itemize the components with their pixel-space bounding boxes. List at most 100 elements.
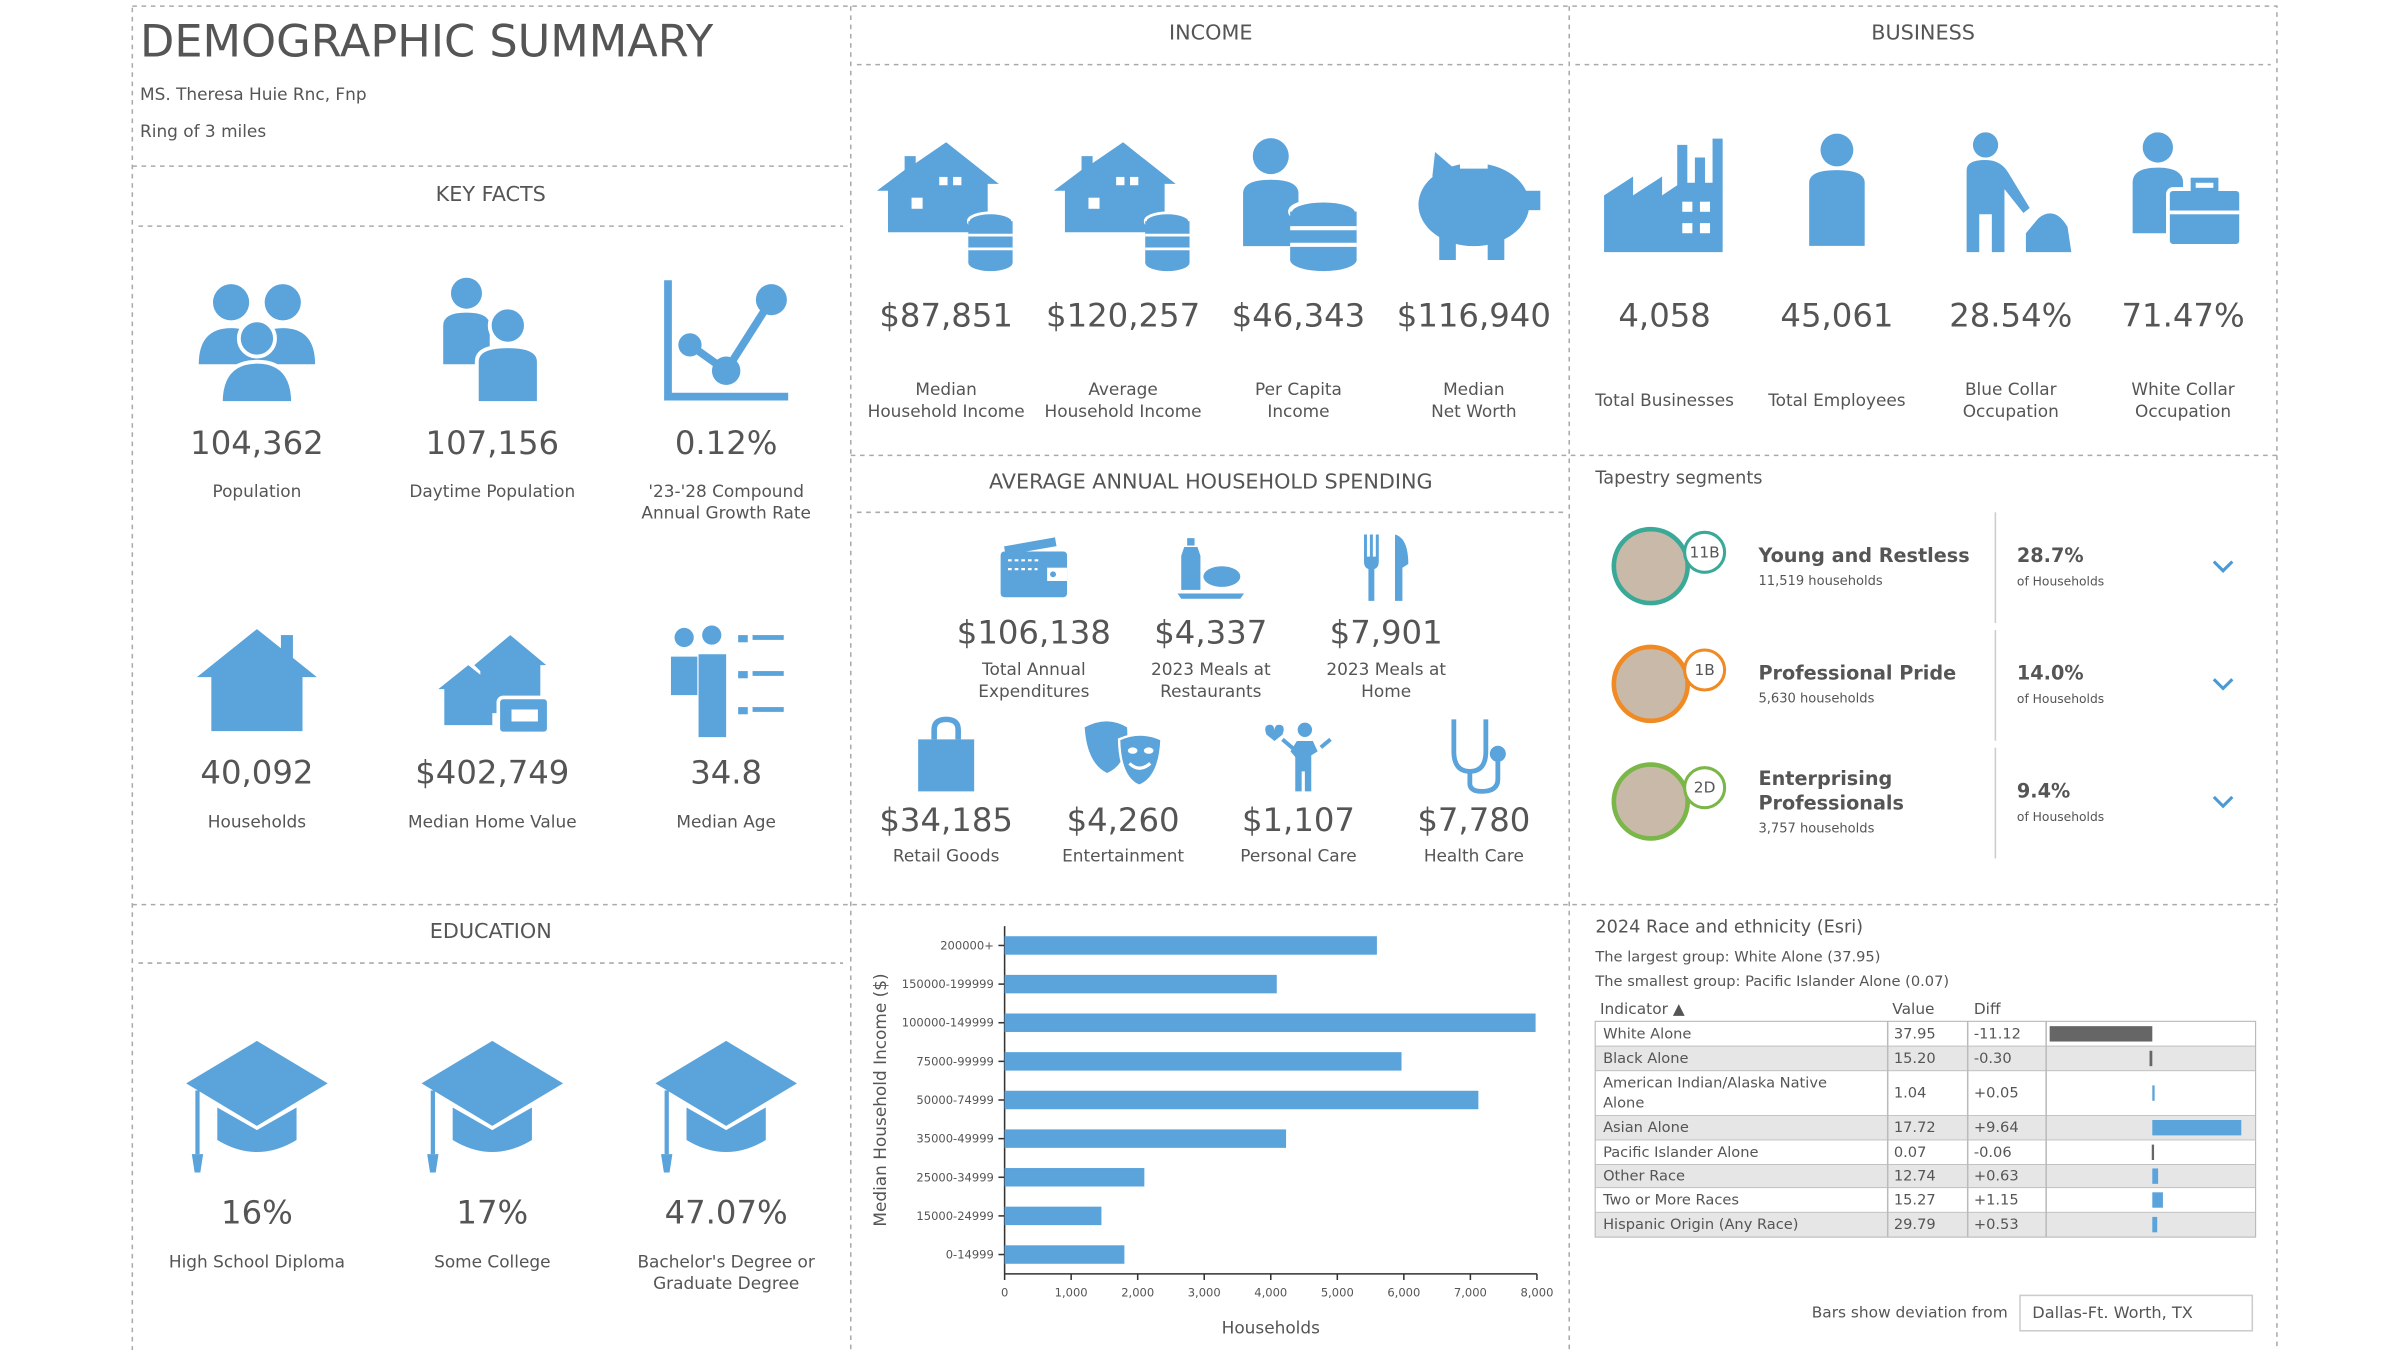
diff: +1.15: [1974, 1192, 2019, 1209]
column-header: Indicator ▲: [1600, 1000, 1685, 1018]
segment-name: Professional Pride: [1758, 662, 1956, 685]
indicator: Hispanic Origin (Any Race): [1603, 1216, 1798, 1233]
icon: [1418, 152, 1541, 260]
fact-label: Total Businesses: [1594, 390, 1734, 410]
segment-households: 5,630 households: [1758, 692, 1874, 707]
y-tick-label: 15000-24999: [916, 1209, 993, 1223]
fact-value: 40,092: [200, 753, 313, 791]
diff: +0.53: [1974, 1216, 2019, 1233]
bar: [1004, 1090, 1479, 1110]
segment-avatar: [1611, 644, 1691, 724]
icon: [1604, 138, 1723, 253]
y-tick-label: 0-14999: [946, 1248, 994, 1262]
icon: [670, 625, 784, 738]
fact-label: Entertainment: [1062, 845, 1184, 865]
fact-label: Graduate Degree: [653, 1273, 799, 1293]
fact-label: Health Care: [1424, 845, 1524, 865]
bar: [1004, 1052, 1402, 1071]
icon: [655, 1041, 797, 1173]
fact-label: '23-'28 Compound: [648, 481, 804, 501]
bar: [1004, 1129, 1287, 1148]
fact-label: Median: [915, 379, 976, 399]
x-tick-label: 2,000: [1121, 1285, 1154, 1299]
icon: [441, 275, 541, 404]
segment-code: 1B: [1694, 661, 1714, 679]
fact-value: $1,107: [1242, 801, 1355, 839]
fact-label: Income: [1267, 401, 1329, 421]
fact-label: High School Diploma: [169, 1252, 345, 1272]
expand-chevron[interactable]: [2212, 560, 2234, 573]
diff-bar: [2049, 1026, 2153, 1042]
expand-chevron[interactable]: [2212, 678, 2234, 691]
indicator: Asian Alone: [1603, 1119, 1689, 1136]
icon: [196, 282, 318, 404]
segment-badge: [1683, 648, 1727, 692]
segment-percent-label: of Households: [2017, 575, 2104, 589]
x-tick-label: 4,000: [1254, 1285, 1287, 1299]
column-header: Diff: [1974, 1000, 2001, 1018]
fact-value: $402,749: [415, 753, 569, 791]
icon: [422, 1041, 564, 1173]
diff-bar: [2152, 1168, 2159, 1184]
bar: [1004, 936, 1377, 955]
fact-value: $87,851: [879, 296, 1013, 334]
fact-label: Blue Collar: [1965, 379, 2057, 399]
bar: [1004, 1245, 1125, 1264]
table-row: [1595, 1187, 2256, 1213]
value: 17.72: [1894, 1119, 1936, 1136]
segment-name: Enterprising: [1758, 767, 1892, 790]
value: 15.20: [1894, 1050, 1936, 1067]
fact-label: Total Annual: [981, 659, 1086, 679]
fact-label: White Collar: [2131, 379, 2234, 399]
x-axis-title: Households: [1222, 1318, 1320, 1338]
icon: [1966, 132, 2072, 253]
section-title: INCOME: [1169, 20, 1252, 44]
segment-percent-label: of Households: [2017, 810, 2104, 824]
icon: [1243, 138, 1357, 271]
fact-label: Median Home Value: [408, 812, 577, 832]
section-title: 2024 Race and ethnicity (Esri): [1595, 918, 1863, 938]
section-title: Tapestry segments: [1594, 468, 1762, 488]
indicator: White Alone: [1603, 1025, 1691, 1042]
fact-label: Median Age: [676, 812, 776, 832]
outer-border: [131, 5, 2278, 1350]
segment-percent: 28.7%: [2017, 544, 2084, 567]
x-tick-label: 3,000: [1188, 1285, 1221, 1299]
y-tick-label: 75000-99999: [916, 1054, 993, 1068]
fact-label: Bachelor's Degree or: [637, 1252, 814, 1272]
fact-value: $34,185: [879, 801, 1013, 839]
fact-label: Per Capita: [1255, 379, 1342, 399]
y-tick-label: 50000-74999: [916, 1093, 993, 1107]
x-tick-label: 7,000: [1454, 1285, 1487, 1299]
fact-label: Some College: [434, 1252, 550, 1272]
icon: [196, 629, 317, 732]
segment-percent: 14.0%: [2017, 662, 2084, 685]
diff: -11.12: [1974, 1025, 2021, 1042]
fact-label: Household Income: [1045, 401, 1202, 421]
diff: +9.64: [1974, 1119, 2019, 1136]
note: The largest group: White Alone (37.95): [1594, 948, 1880, 965]
diff: -0.30: [1974, 1050, 2012, 1067]
fact-value: $46,343: [1232, 296, 1366, 334]
indicator: Two or More Races: [1602, 1192, 1739, 1209]
diff-bar: [2152, 1085, 2155, 1101]
icon: [999, 536, 1069, 599]
note: The smallest group: Pacific Islander Alo…: [1594, 973, 1949, 990]
x-tick-label: 5,000: [1321, 1285, 1354, 1299]
fact-value: 28.54%: [1949, 296, 2072, 334]
fact-label: Total Employees: [1767, 390, 1905, 410]
segment-badge: [1683, 530, 1727, 574]
fact-label: Retail Goods: [893, 845, 999, 865]
dropdown[interactable]: [2019, 1294, 2254, 1332]
fact-label: Expenditures: [978, 681, 1089, 701]
value: 15.27: [1894, 1192, 1936, 1209]
value: 12.74: [1894, 1168, 1936, 1185]
expand-chevron[interactable]: [2212, 795, 2234, 809]
footer-label: Bars show deviation from: [1812, 1303, 2008, 1321]
diff-bar: [2151, 1144, 2155, 1160]
subtitle: MS. Theresa Huie Rnc, Fnp: [140, 84, 367, 104]
fact-value: 45,061: [1780, 296, 1893, 334]
section-title: EDUCATION: [430, 919, 552, 943]
section-title: KEY FACTS: [436, 182, 546, 206]
fact-label: Household Income: [868, 401, 1025, 421]
